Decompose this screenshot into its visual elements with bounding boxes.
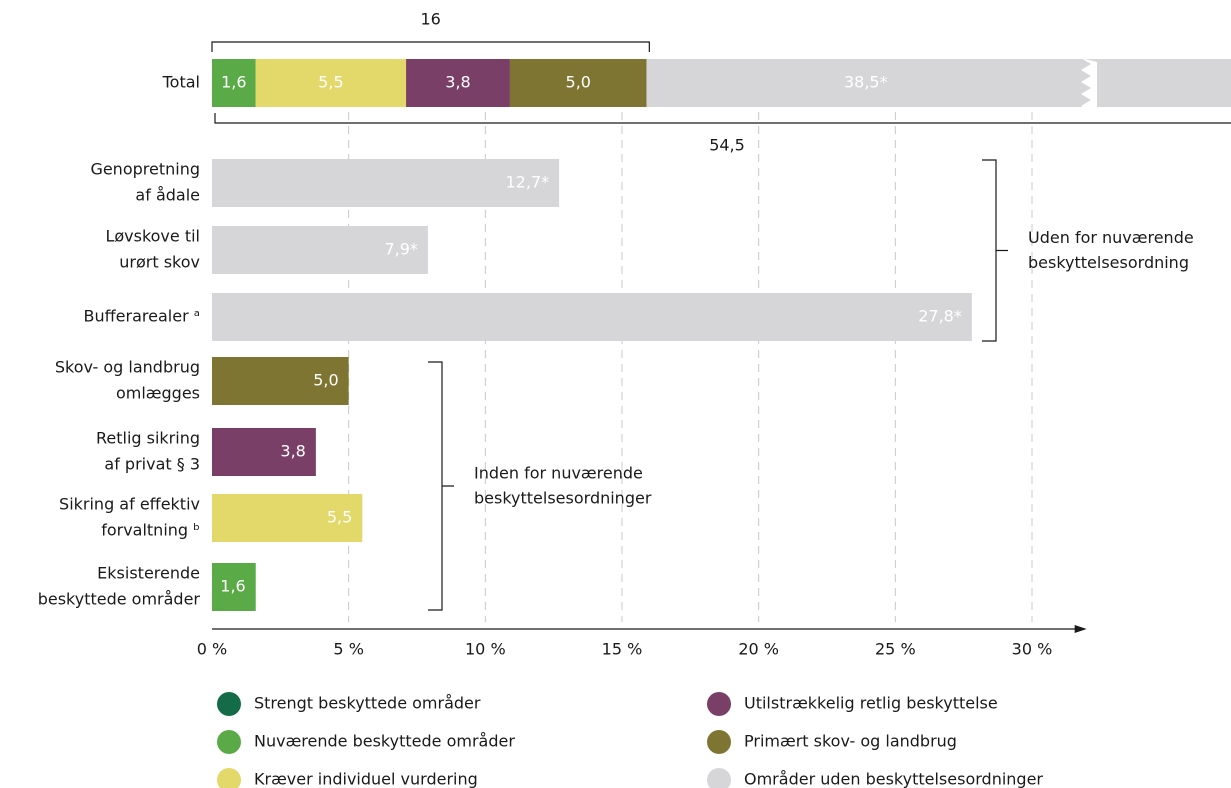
break-mark (1081, 58, 1097, 114)
bar (212, 159, 560, 207)
group-label: Uden for nuværende (1028, 228, 1194, 247)
x-tick-label: 20 % (738, 640, 779, 659)
value-label: 5,5 (318, 73, 343, 92)
group-bracket (982, 159, 1008, 342)
x-tick-label: 15 % (602, 640, 643, 659)
category-label: Løvskove til (105, 227, 200, 246)
x-tick-label: 5 % (333, 640, 363, 659)
category-label: forvaltning ᵇ (101, 521, 200, 540)
category-label: Sikring af effektiv (59, 495, 200, 514)
category-label: Eksisterende (97, 564, 200, 583)
legend-label: Utilstrækkelig retlig beskyttelse (744, 694, 998, 713)
group-label: beskyttelsesordning (1028, 253, 1189, 272)
category-label: Retlig sikring (96, 429, 200, 448)
legend-swatch (217, 692, 241, 716)
legend-swatch (707, 768, 731, 788)
bar (212, 226, 428, 274)
category-label: Total (162, 73, 200, 92)
category-label: af privat § 3 (104, 455, 200, 474)
value-label: 38,5* (844, 73, 888, 92)
bar (212, 494, 363, 542)
bar-segment (509, 59, 647, 107)
category-label: af ådale (135, 186, 200, 205)
axis-arrow (1074, 625, 1087, 633)
legend-swatch (707, 730, 731, 754)
legend-label: Primært skov- og landbrug (744, 732, 957, 751)
category-label: urørt skov (119, 253, 200, 272)
legend-label: Strengt beskyttede områder (254, 694, 481, 713)
group-label: Inden for nuværende (474, 464, 643, 483)
bar (212, 428, 316, 476)
value-label: 5,0 (566, 73, 591, 92)
bar (212, 357, 349, 405)
category-label: Bufferarealer ᵃ (84, 307, 200, 326)
legend-label: Nuværende beskyttede områder (254, 732, 515, 751)
group-bracket (428, 361, 454, 611)
legend-label: Kræver individuel vurdering (254, 770, 478, 788)
bar-segment (646, 59, 1231, 107)
x-tick-label: 10 % (465, 640, 506, 659)
category-label: omlægges (116, 384, 200, 403)
x-tick-label: 30 % (1012, 640, 1053, 659)
bar-segment (255, 59, 407, 107)
legend-swatch (217, 730, 241, 754)
x-tick-label: 25 % (875, 640, 916, 659)
legend-swatch (217, 768, 241, 788)
value-label: 7,9* (384, 240, 417, 259)
value-label: 5,5 (327, 508, 352, 527)
value-label: 12,7* (506, 173, 550, 192)
legend-swatch (707, 692, 731, 716)
value-label: 3,8 (280, 442, 305, 461)
category-label: Genopretning (90, 160, 200, 179)
bracket (214, 113, 1231, 124)
group-label: beskyttelsesordninger (474, 489, 652, 508)
bracket-label: 16 (420, 10, 440, 29)
bracket (211, 41, 650, 52)
x-tick-label: 0 % (197, 640, 227, 659)
bar-segment (406, 59, 510, 107)
bar-segment (212, 59, 256, 107)
value-label: 5,0 (313, 371, 338, 390)
value-label: 1,6 (221, 73, 246, 92)
value-label: 27,8* (918, 307, 962, 326)
category-label: beskyttede områder (38, 590, 201, 609)
bar (212, 563, 256, 611)
value-label: 1,6 (220, 577, 245, 596)
bar (212, 293, 972, 341)
legend-label: Områder uden beskyttelsesordninger (744, 770, 1043, 788)
bracket-label: 54,5 (709, 136, 745, 155)
category-label: Skov- og landbrug (55, 358, 200, 377)
value-label: 3,8 (445, 73, 470, 92)
